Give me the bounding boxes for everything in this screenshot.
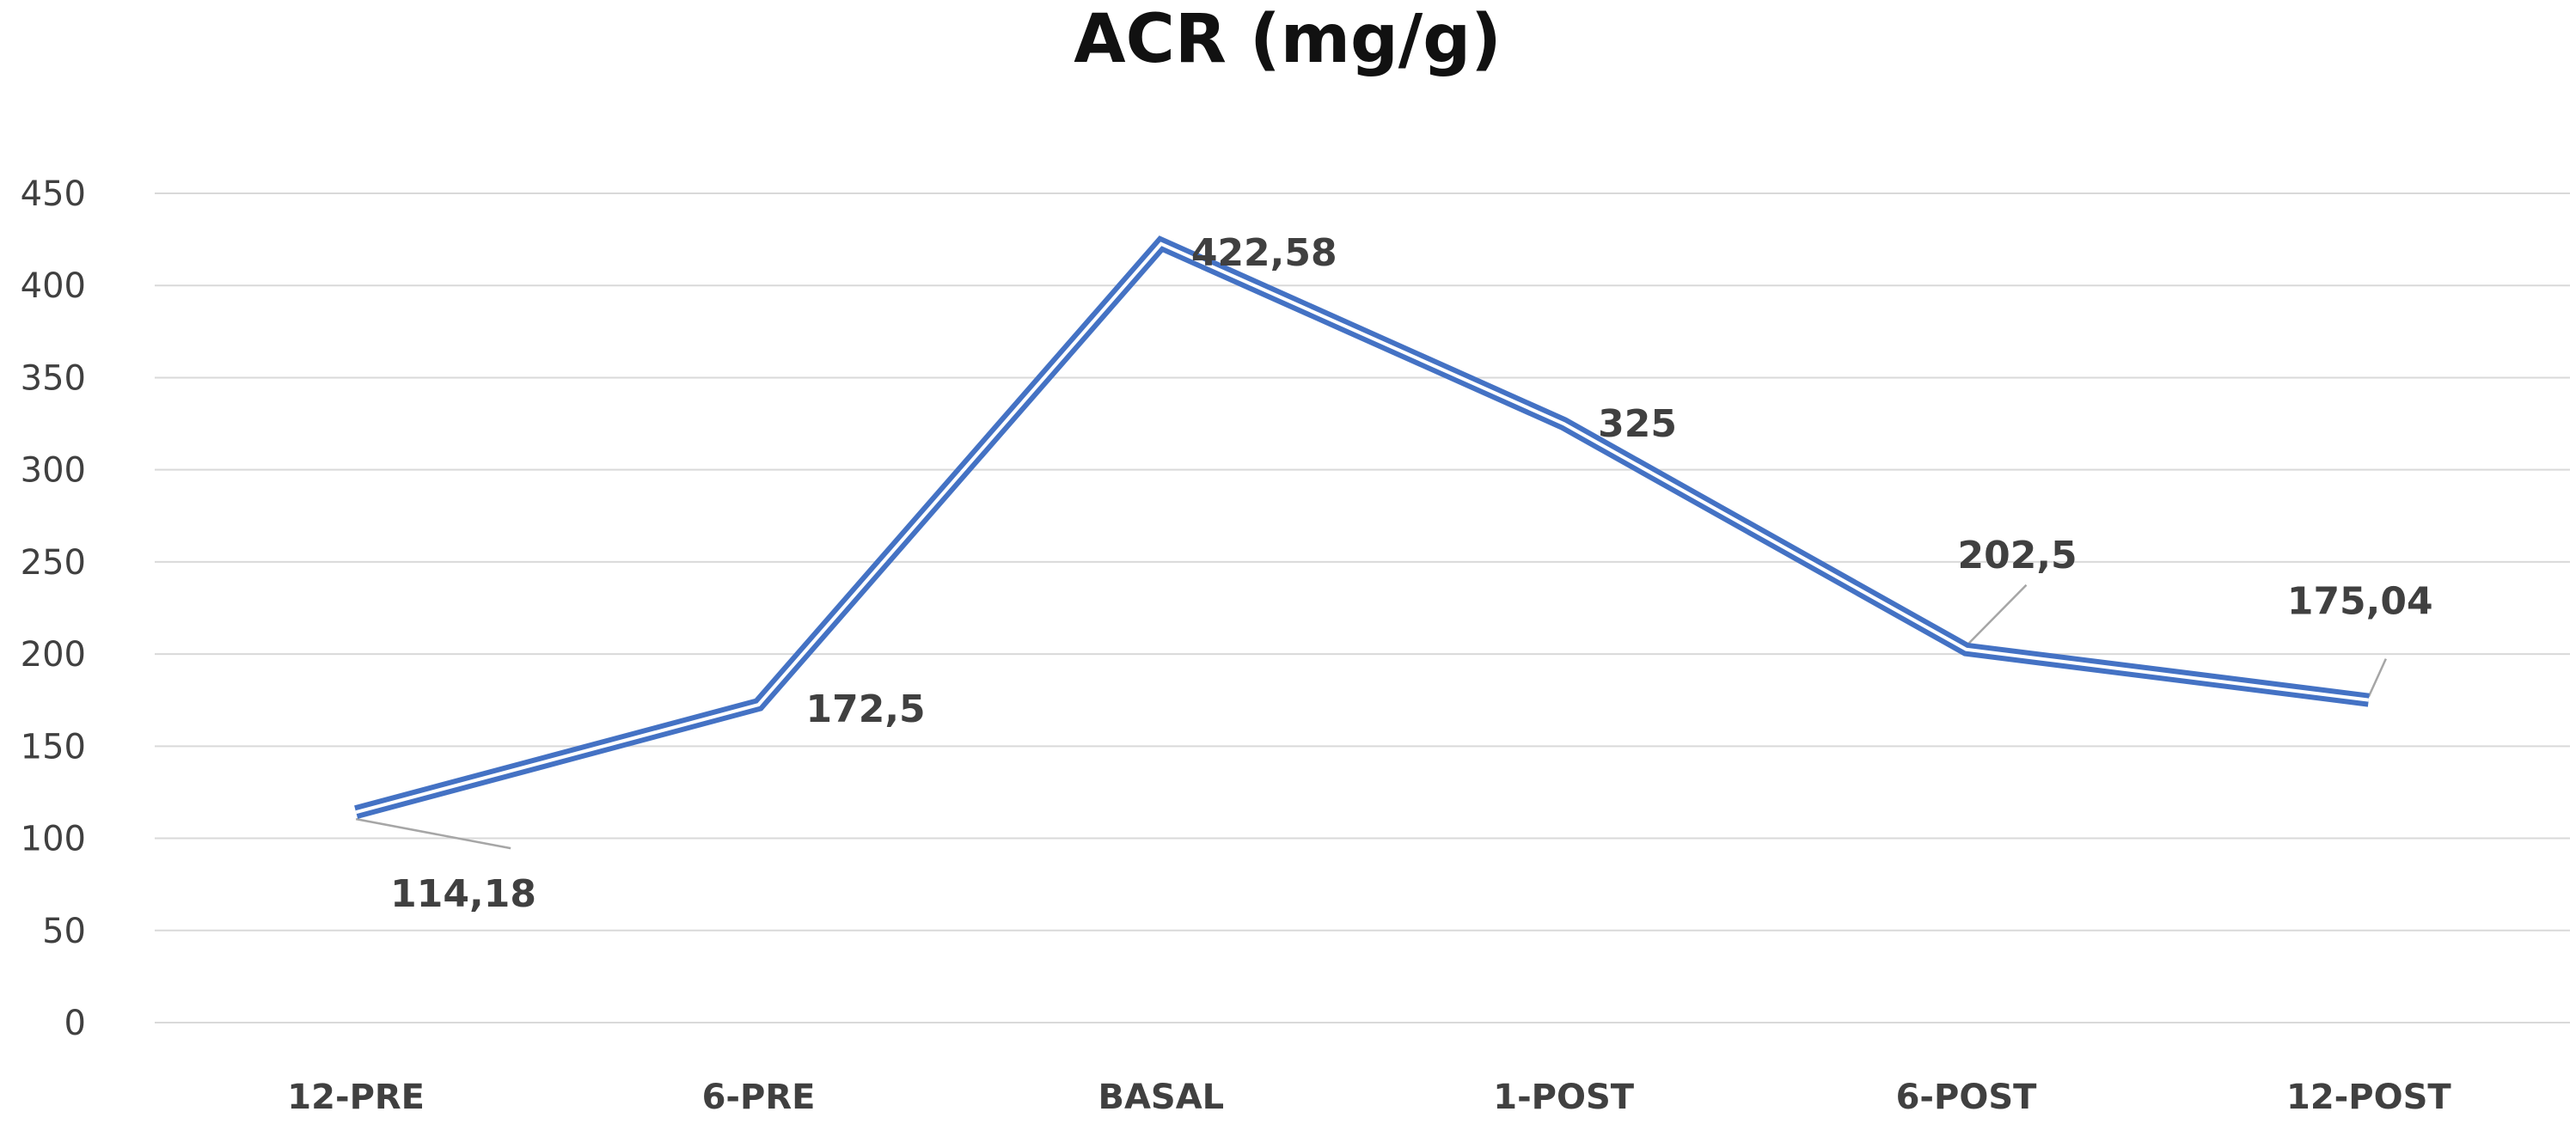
data-point: [354, 810, 358, 814]
data-label: 114,18: [390, 872, 536, 916]
series-line-inner: [355, 241, 2370, 815]
data-label: 422,58: [1191, 231, 1337, 275]
data-point: [1965, 648, 1968, 651]
x-tick-label: 1-POST: [1493, 1078, 1635, 1117]
y-tick-label: 150: [21, 727, 86, 767]
data-labels: 114,18 172,5 422,58 325 202,5 175,04: [390, 231, 2432, 916]
x-tick-label: 12-PRE: [287, 1078, 425, 1117]
acr-series: [354, 235, 2370, 819]
data-label-leaders: [355, 583, 2387, 850]
y-tick-label: 400: [21, 266, 86, 306]
data-label: 325: [1598, 402, 1677, 446]
y-tick-label: 300: [21, 451, 86, 491]
data-label-leader: [355, 817, 511, 850]
data-label-leader: [1965, 583, 2028, 647]
data-point: [2367, 699, 2371, 702]
y-tick-label: 0: [64, 1004, 86, 1043]
y-axis-tick-labels: 0 50 100 150 200 250 300 350 400 450: [21, 174, 86, 1043]
data-label: 202,5: [1958, 534, 2077, 577]
x-axis-tick-labels: 12-PRE 6-PRE BASAL 1-POST 6-POST 12-POST: [287, 1078, 2451, 1117]
x-tick-label: BASAL: [1098, 1078, 1224, 1117]
data-label: 175,04: [2287, 580, 2433, 624]
y-tick-label: 100: [21, 820, 86, 859]
y-tick-label: 350: [21, 358, 86, 398]
gridlines: [155, 192, 2570, 1023]
y-tick-label: 50: [42, 912, 86, 951]
data-label: 172,5: [806, 687, 926, 731]
y-tick-label: 250: [21, 543, 86, 583]
y-tick-label: 200: [21, 635, 86, 675]
x-tick-label: 12-POST: [2286, 1078, 2451, 1117]
x-tick-label: 6-PRE: [702, 1078, 816, 1117]
y-tick-label: 450: [21, 174, 86, 214]
data-point: [757, 703, 761, 706]
data-point: [1160, 242, 1163, 246]
x-tick-label: 6-POST: [1896, 1078, 2038, 1117]
chart-title: ACR (mg/g): [1074, 1, 1502, 78]
data-label-leader: [2367, 658, 2387, 698]
series-line-outer: [354, 235, 2370, 819]
data-point: [1562, 422, 1565, 425]
